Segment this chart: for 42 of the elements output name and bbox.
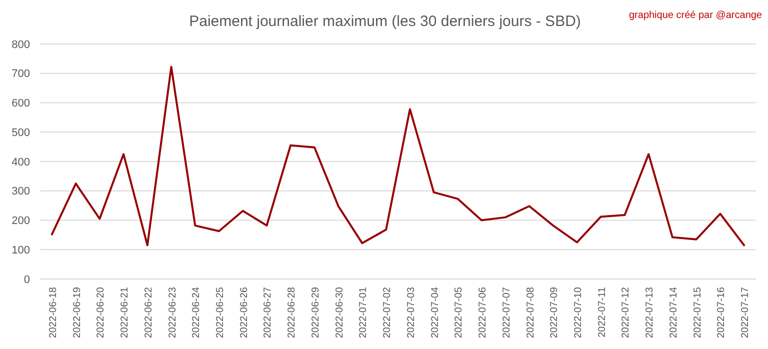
x-tick-label: 2022-07-07 <box>501 286 512 338</box>
x-tick-label: 2022-07-16 <box>716 286 728 338</box>
x-tick-label: 2022-07-14 <box>668 286 680 338</box>
x-tick-label: 2022-07-08 <box>525 286 536 338</box>
x-tick-label: 2022-06-23 <box>167 286 178 338</box>
x-tick-label: 2022-07-15 <box>692 286 704 338</box>
x-tick-label: 2022-07-11 <box>596 286 608 338</box>
x-tick-label: 2022-06-26 <box>238 286 250 338</box>
x-tick-label: 2022-07-03 <box>406 286 417 338</box>
x-tick-label: 2022-06-30 <box>334 286 346 338</box>
x-tick-label: 2022-06-22 <box>143 286 154 338</box>
x-tick-label: 2022-07-17 <box>740 286 752 338</box>
x-tick-label: 2022-07-09 <box>549 286 560 338</box>
x-tick-label: 2022-07-06 <box>478 286 489 338</box>
x-tick-label: 2022-07-13 <box>644 286 656 338</box>
x-tick-label: 2022-07-10 <box>573 286 584 338</box>
y-tick-label: 200 <box>12 215 30 228</box>
text: graphique créé par @arcange <box>628 10 762 21</box>
x-tick-label: 2022-06-27 <box>262 286 274 338</box>
x-tick-label: 2022-06-25 <box>215 286 226 338</box>
x-tick-label: 2022-06-18 <box>48 286 59 338</box>
x-tick-label: 2022-07-05 <box>454 286 465 338</box>
x-tick-label: 2022-06-24 <box>191 286 202 338</box>
chart-title: Paiement journalier maximum (les 30 derniers jours - SBD) <box>189 13 581 30</box>
x-tick-label: 2022-07-12 <box>620 286 632 338</box>
x-tick-label: 2022-06-21 <box>120 286 131 338</box>
x-tick-label: 2022-07-02 <box>382 286 394 338</box>
y-tick-label: 0 <box>24 274 30 286</box>
y-tick-label: 100 <box>12 244 30 256</box>
x-tick-label: 2022-06-29 <box>310 286 322 338</box>
x-tick-label: 2022-06-20 <box>96 286 107 338</box>
line-series <box>50 66 746 246</box>
x-tick-label: 2022-07-04 <box>430 286 441 338</box>
x-tick-label: 2022-07-01 <box>358 286 370 338</box>
y-tick-label: 700 <box>12 68 30 80</box>
y-tick-label: 500 <box>12 126 30 139</box>
y-tick-label: 600 <box>12 98 30 110</box>
x-tick-label: 2022-06-28 <box>286 286 298 338</box>
y-tick-label: 800 <box>12 38 30 51</box>
y-tick-label: 400 <box>12 156 30 168</box>
x-tick-label: 2022-06-19 <box>72 286 83 338</box>
y-tick-label: 300 <box>12 186 30 198</box>
